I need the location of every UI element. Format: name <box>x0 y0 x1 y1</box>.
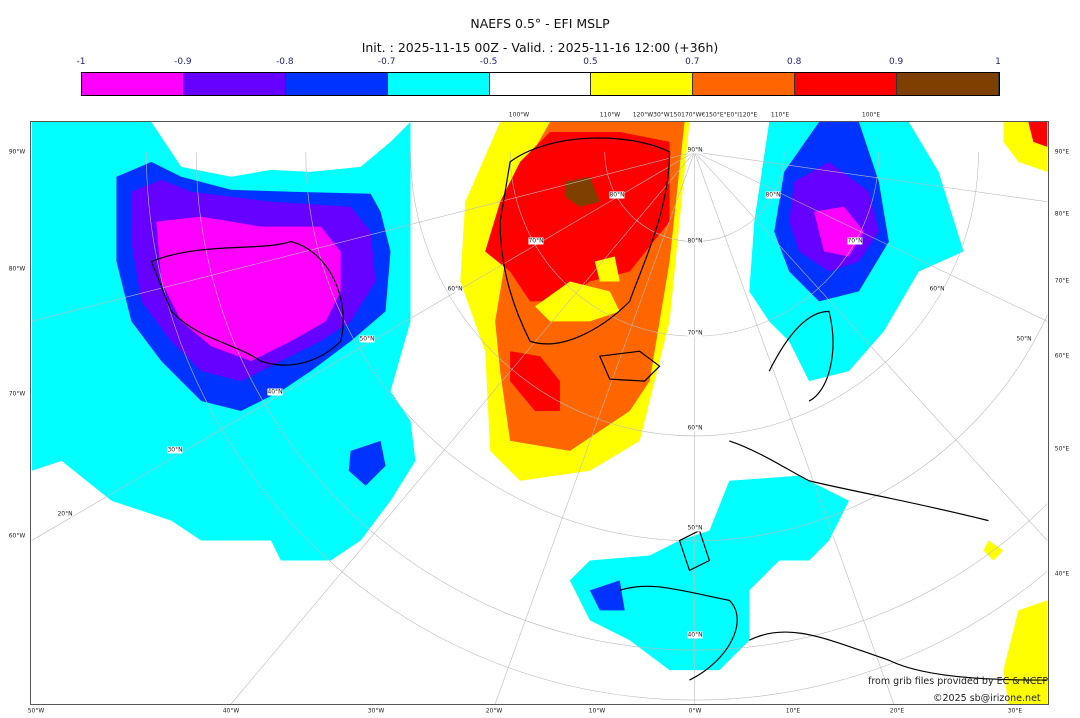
blue-spot <box>348 440 386 486</box>
axis-label-lat_labels: 80°N <box>765 191 781 199</box>
magenta-west <box>156 216 341 362</box>
axis-label-bottom: 20°E <box>889 707 905 715</box>
brown-spot <box>564 176 600 207</box>
axis-label-lat_labels: 40°N <box>267 388 283 396</box>
axis-label-top: 110°E <box>770 111 790 119</box>
colorbar <box>81 72 1000 96</box>
map-title: NAEFS 0.5° - EFI MSLP <box>470 16 610 31</box>
colorbar-segment <box>387 73 490 95</box>
axis-label-right: 70°E <box>1054 277 1070 285</box>
map-subtitle: Init. : 2025-11-15 00Z - Valid. : 2025-1… <box>361 40 719 55</box>
latitude-circle <box>195 151 1048 651</box>
axis-label-lat_labels: 60°N <box>929 285 945 293</box>
axis-label-bottom: 50°W <box>27 707 45 715</box>
axis-label-bottom: 40°W <box>222 707 240 715</box>
colorbar-tick: 0.8 <box>787 57 802 67</box>
efi-shading <box>31 122 1048 704</box>
red-patch <box>510 351 560 412</box>
colorbar-segment <box>285 73 388 95</box>
axis-label-lat_labels: 30°N <box>167 446 183 454</box>
axis-label-lat_labels: 60°N <box>687 424 703 432</box>
coastlines <box>150 137 1048 681</box>
axis-label-lat_labels: 20°N <box>57 510 73 518</box>
credit-copyright: ©2025 sb@irizone.net <box>933 693 1041 704</box>
axis-label-lat_labels: 80°N <box>609 191 625 199</box>
axis-label-lat_labels: 50°N <box>359 335 375 343</box>
axis-label-bottom: 30°W <box>367 707 385 715</box>
colorbar-tick: 1 <box>995 57 1001 67</box>
axis-label-right: 40°E <box>1054 570 1070 578</box>
yellow-patch <box>535 256 620 322</box>
colorbar-segment <box>82 73 184 95</box>
colorbar-tick: -0.8 <box>275 57 294 67</box>
axis-label-lat_labels: 60°N <box>447 285 463 293</box>
colorbar-tick: -0.7 <box>377 57 396 67</box>
colorbar-segment <box>693 73 796 95</box>
axis-label-left: 70°W <box>8 390 26 398</box>
colorbar-tick: 0.7 <box>685 57 700 67</box>
axis-label-lat_labels: 70°N <box>687 329 703 337</box>
axis-label-top: 100°W <box>508 111 530 119</box>
colorbar-segment <box>183 73 286 95</box>
colorbar-tick: -0.9 <box>174 57 192 67</box>
yellow-corner <box>983 122 1048 704</box>
colorbar-tick: 0.9 <box>888 57 904 67</box>
blue-iberia <box>589 580 625 611</box>
axis-label-lat_labels: 70°N <box>528 237 544 245</box>
axis-label-left: 60°W <box>8 532 26 540</box>
axis-label-bottom: 10°E <box>785 707 801 715</box>
red-north <box>485 131 670 302</box>
axis-label-lat_labels: 40°N <box>687 631 703 639</box>
axis-label-top: 110°W <box>599 111 621 119</box>
axis-label-lat_labels: 50°N <box>1016 335 1032 343</box>
latitude-circle <box>305 151 1048 542</box>
axis-label-right: 60°E <box>1054 352 1070 360</box>
cyan-europe <box>569 475 849 671</box>
axis-label-right: 80°E <box>1054 210 1070 218</box>
colorbar-segment <box>591 73 694 95</box>
axis-label-right: 90°E <box>1054 148 1070 156</box>
axis-label-bottom: 20°W <box>485 707 503 715</box>
colorbar-segment <box>897 73 1000 95</box>
axis-label-lat_labels: 80°N <box>687 237 703 245</box>
axis-label-lat_labels: 70°N <box>847 237 863 245</box>
credit-source: from grib files provided by EC & NCEP <box>868 676 1049 687</box>
colorbar-tick: 0.5 <box>583 57 598 67</box>
colorbar-tick: -1 <box>76 57 86 67</box>
axis-label-bottom: 30°E <box>1007 707 1023 715</box>
axis-label-lat_labels: 50°N <box>687 524 703 532</box>
colorbar-segment <box>795 73 898 95</box>
axis-label-lat_labels: 90°N <box>687 146 703 154</box>
axis-label-left: 80°W <box>8 265 26 273</box>
axis-label-bottom: 0°W <box>688 707 702 715</box>
colorbar-tick: -0.5 <box>479 57 498 67</box>
colorbar-segment <box>489 73 592 95</box>
red-corner <box>1028 122 1048 147</box>
axis-label-left: 90°W <box>8 148 26 156</box>
axis-label-top: 100°E <box>861 111 881 119</box>
efi-map <box>30 121 1049 705</box>
axis-label-right: 50°E <box>1054 445 1070 453</box>
latitude-circle <box>146 151 1048 701</box>
axis-label-bottom: 10°W <box>588 707 606 715</box>
axis-label-top: 120°W30°W150170°W€150°E°E0°I120°E <box>632 111 758 119</box>
